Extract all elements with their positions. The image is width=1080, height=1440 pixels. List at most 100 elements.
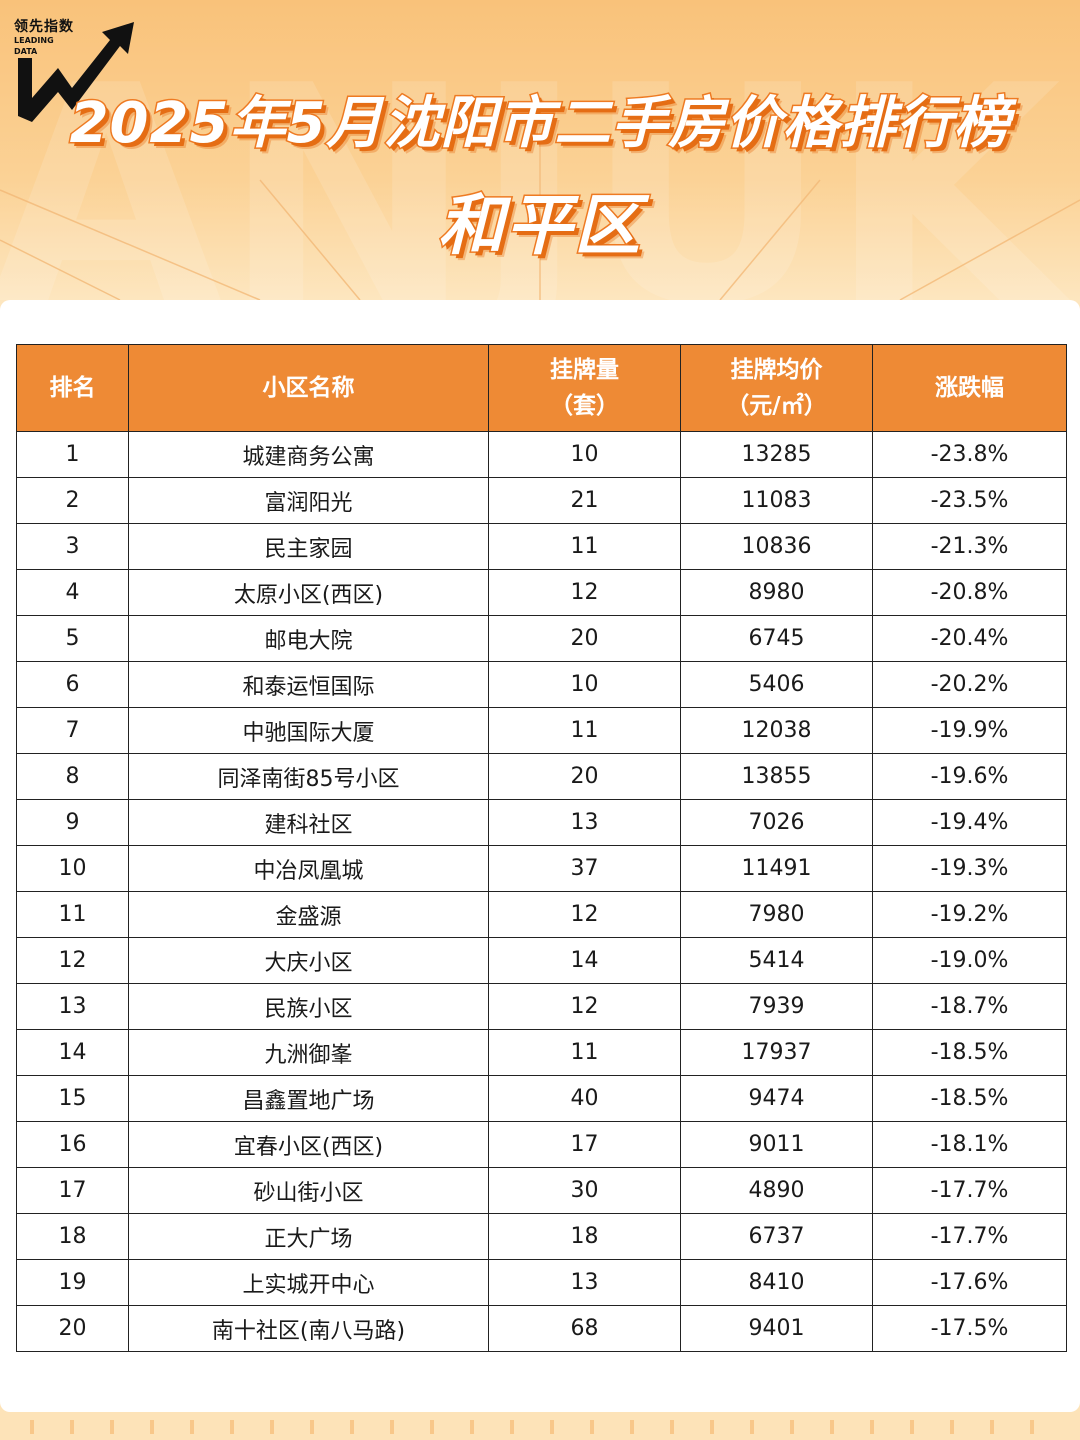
cell-change: -19.3% (872, 845, 1067, 892)
cell-price: 11083 (680, 477, 873, 524)
cell-listings: 12 (488, 569, 681, 616)
cell-listings: 11 (488, 1029, 681, 1076)
cell-name: 昌鑫置地广场 (128, 1075, 489, 1122)
cell-rank: 20 (16, 1305, 129, 1352)
cell-price: 8410 (680, 1259, 873, 1306)
header-price: 挂牌均价 （元/㎡） (680, 344, 873, 432)
table-row: 10 中冶凤凰城 37 11491 -19.3% (16, 845, 1067, 892)
cell-listings: 13 (488, 799, 681, 846)
cell-price: 4890 (680, 1167, 873, 1214)
header-listings-unit: （套） (550, 393, 619, 419)
cell-change: -20.4% (872, 615, 1067, 662)
cell-price: 11491 (680, 845, 873, 892)
table-row: 18 正大广场 18 6737 -17.7% (16, 1213, 1067, 1260)
cell-price: 6745 (680, 615, 873, 662)
cell-change: -18.5% (872, 1029, 1067, 1076)
cell-price: 5414 (680, 937, 873, 984)
header-price-label: 挂牌均价 (730, 357, 823, 383)
cell-listings: 37 (488, 845, 681, 892)
cell-price: 10836 (680, 523, 873, 570)
cell-change: -19.9% (872, 707, 1067, 754)
cell-listings: 21 (488, 477, 681, 524)
cell-rank: 19 (16, 1259, 129, 1306)
price-ranking-table: 排名 小区名称 挂牌量 （套） 挂牌均价 （元/㎡） 涨跌幅 1 城建商务公寓 10… (16, 344, 1067, 1352)
cell-listings: 11 (488, 707, 681, 754)
cell-rank: 3 (16, 523, 129, 570)
cell-rank: 16 (16, 1121, 129, 1168)
header-name: 小区名称 (128, 344, 489, 432)
table-row: 6 和泰运恒国际 10 5406 -20.2% (16, 661, 1067, 708)
cell-rank: 18 (16, 1213, 129, 1260)
trend-arrow-icon (18, 22, 134, 122)
cell-name: 砂山街小区 (128, 1167, 489, 1214)
table-row: 20 南十社区(南八马路) 68 9401 -17.5% (16, 1305, 1067, 1352)
cell-rank: 10 (16, 845, 129, 892)
cell-change: -19.0% (872, 937, 1067, 984)
cell-listings: 18 (488, 1213, 681, 1260)
table-row: 2 富润阳光 21 11083 -23.5% (16, 477, 1067, 524)
cell-listings: 10 (488, 661, 681, 708)
bottom-decoration (0, 1412, 1080, 1440)
table-row: 11 金盛源 12 7980 -19.2% (16, 891, 1067, 938)
cell-name: 正大广场 (128, 1213, 489, 1260)
cell-rank: 12 (16, 937, 129, 984)
cell-listings: 12 (488, 891, 681, 938)
cell-listings: 68 (488, 1305, 681, 1352)
cell-change: -19.2% (872, 891, 1067, 938)
cell-listings: 17 (488, 1121, 681, 1168)
cell-listings: 30 (488, 1167, 681, 1214)
table-row: 4 太原小区(西区) 12 8980 -20.8% (16, 569, 1067, 616)
cell-price: 9011 (680, 1121, 873, 1168)
cell-change: -20.8% (872, 569, 1067, 616)
cell-change: -18.7% (872, 983, 1067, 1030)
cell-rank: 11 (16, 891, 129, 938)
cell-name: 上实城开中心 (128, 1259, 489, 1306)
header-listings: 挂牌量 （套） (488, 344, 681, 432)
cell-rank: 9 (16, 799, 129, 846)
table-header-row: 排名 小区名称 挂牌量 （套） 挂牌均价 （元/㎡） 涨跌幅 (16, 344, 1067, 432)
cell-rank: 2 (16, 477, 129, 524)
cell-price: 13285 (680, 431, 873, 478)
table-row: 1 城建商务公寓 10 13285 -23.8% (16, 431, 1067, 478)
cell-listings: 14 (488, 937, 681, 984)
cell-price: 9474 (680, 1075, 873, 1122)
cell-name: 民族小区 (128, 983, 489, 1030)
cell-name: 同泽南街85号小区 (128, 753, 489, 800)
cell-name: 九洲御峯 (128, 1029, 489, 1076)
cell-change: -18.5% (872, 1075, 1067, 1122)
table-row: 12 大庆小区 14 5414 -19.0% (16, 937, 1067, 984)
cell-listings: 40 (488, 1075, 681, 1122)
header-rank-label: 排名 (49, 375, 96, 401)
header-listings-label: 挂牌量 (550, 357, 619, 383)
logo-text: 领先指数 LEADING DATA (14, 20, 74, 56)
table-row: 3 民主家园 11 10836 -21.3% (16, 523, 1067, 570)
logo-en-text-2: DATA (14, 47, 38, 56)
cell-change: -18.1% (872, 1121, 1067, 1168)
logo-cn-text: 领先指数 (14, 19, 74, 35)
table-row: 5 邮电大院 20 6745 -20.4% (16, 615, 1067, 662)
cell-listings: 13 (488, 1259, 681, 1306)
cell-change: -21.3% (872, 523, 1067, 570)
cell-price: 5406 (680, 661, 873, 708)
table-row: 17 砂山街小区 30 4890 -17.7% (16, 1167, 1067, 1214)
cell-name: 邮电大院 (128, 615, 489, 662)
header-rank: 排名 (16, 344, 129, 432)
cell-name: 富润阳光 (128, 477, 489, 524)
cell-change: -17.5% (872, 1305, 1067, 1352)
cell-name: 建科社区 (128, 799, 489, 846)
cell-rank: 5 (16, 615, 129, 662)
cell-name: 金盛源 (128, 891, 489, 938)
cell-listings: 20 (488, 753, 681, 800)
cell-name: 中驰国际大厦 (128, 707, 489, 754)
cell-rank: 4 (16, 569, 129, 616)
cell-rank: 15 (16, 1075, 129, 1122)
header-change: 涨跌幅 (872, 344, 1067, 432)
cell-change: -19.6% (872, 753, 1067, 800)
cell-listings: 20 (488, 615, 681, 662)
header-change-label: 涨跌幅 (935, 375, 1004, 401)
header-price-unit: （元/㎡） (726, 393, 827, 419)
cell-name: 和泰运恒国际 (128, 661, 489, 708)
table-row: 14 九洲御峯 11 17937 -18.5% (16, 1029, 1067, 1076)
table-row: 19 上实城开中心 13 8410 -17.6% (16, 1259, 1067, 1306)
table-row: 15 昌鑫置地广场 40 9474 -18.5% (16, 1075, 1067, 1122)
